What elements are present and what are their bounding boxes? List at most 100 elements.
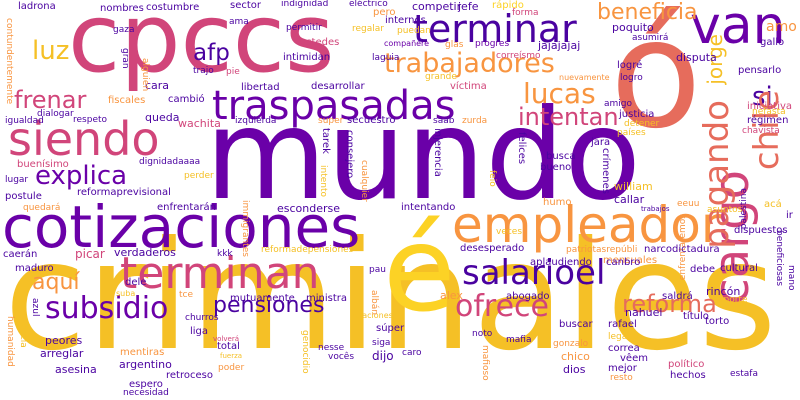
word: vêem (620, 353, 648, 364)
word: retroceso (166, 370, 213, 381)
word: conciencia (18, 300, 28, 348)
word: lucas (523, 77, 596, 110)
word: azul (30, 298, 40, 317)
word: rincón (706, 285, 741, 298)
word: desesperado (460, 243, 525, 254)
word: competir (412, 0, 462, 13)
word: pero (373, 7, 396, 18)
word: postule (5, 191, 42, 202)
word: compañere (384, 39, 430, 48)
word: consejero (344, 130, 355, 179)
word: buscar (559, 319, 593, 330)
word: ir (786, 210, 793, 221)
word: dele (125, 277, 147, 288)
word: víctima (450, 81, 487, 92)
word: permitir (286, 23, 322, 33)
word: costumbre (146, 2, 200, 13)
word: narcodictadura (644, 244, 720, 255)
word: torto (705, 316, 730, 327)
word: dignidadaaaa (139, 157, 201, 167)
word: arreglar (40, 347, 84, 360)
word: relaciones (352, 311, 393, 320)
word: siendo (8, 112, 160, 166)
word: verdaderos (114, 246, 176, 259)
word: indignidad (281, 0, 329, 9)
word: correa (608, 343, 640, 354)
word: é (383, 200, 456, 338)
word: detener (624, 119, 660, 129)
word: trajo (193, 66, 214, 76)
word: ministra (306, 293, 348, 304)
word: feio (487, 170, 497, 187)
word: pagando (697, 100, 737, 249)
word: estafa (730, 369, 758, 379)
word: súper (376, 323, 405, 334)
word: salarioel (462, 253, 606, 293)
word: noto (472, 329, 493, 339)
word: fiscales (108, 95, 146, 106)
word: quedará (23, 203, 61, 213)
word: reforma (622, 290, 717, 318)
word: espero (129, 379, 163, 390)
word: mafioso (480, 345, 490, 381)
word: frenar (14, 86, 87, 114)
word: gonzalo (553, 339, 589, 349)
word: regalar (352, 24, 384, 34)
word: internos (385, 15, 426, 26)
word: picar (75, 247, 105, 261)
word: si (752, 82, 773, 112)
word: zurda (462, 116, 488, 126)
word: jara (591, 137, 611, 148)
word: cotizaciones (2, 193, 361, 261)
word: régimen (747, 115, 789, 126)
word: beneficia (597, 0, 698, 25)
word: necesidad (123, 388, 169, 398)
word: pensarlo (738, 65, 782, 76)
word: político (668, 359, 705, 370)
word: volverá (213, 335, 239, 343)
word: afp (193, 40, 230, 66)
word: van (690, 0, 786, 56)
word: injerencia (432, 128, 443, 177)
word: cultural (720, 263, 758, 274)
word: logré (617, 60, 643, 71)
word: traspasadas (212, 83, 456, 129)
word: igualdad (5, 116, 44, 126)
word: cualquier (359, 160, 369, 202)
word: países (617, 128, 646, 138)
word: nahuel (625, 306, 663, 319)
word: gran (120, 48, 130, 69)
word: eeuu (677, 199, 700, 209)
word: mensuales (603, 255, 658, 266)
word: aquí (32, 270, 80, 295)
word: humanidad (5, 316, 15, 367)
word: terminan (120, 248, 320, 299)
word: pensiones (213, 293, 325, 318)
word: intento (318, 165, 328, 198)
word: acá (764, 199, 782, 210)
word: subsidio (45, 291, 169, 326)
word: ama (229, 17, 249, 27)
word: aporte (718, 295, 748, 305)
word: legado (608, 332, 639, 342)
word: caerán (3, 249, 38, 260)
word: ladrona (18, 1, 56, 12)
word: luz (32, 36, 70, 66)
word: peores (45, 334, 83, 347)
word: mundo (205, 83, 642, 228)
word: reformadepensiones (261, 245, 354, 255)
word: logro (620, 73, 643, 83)
word: saldrá (662, 291, 693, 302)
word: disputa (676, 51, 717, 64)
word: asuntos (707, 205, 743, 215)
word: ofrece (455, 289, 549, 324)
word: rafael (608, 319, 637, 330)
word: correísmo (496, 51, 541, 61)
word: immigrantes (240, 200, 250, 257)
word: enfrentarán (157, 202, 217, 213)
word: mano (786, 265, 796, 291)
word: iniciativa (747, 101, 793, 112)
word: resto (610, 373, 633, 383)
word: dispuestos (734, 225, 788, 236)
word: fuerza (220, 352, 243, 360)
